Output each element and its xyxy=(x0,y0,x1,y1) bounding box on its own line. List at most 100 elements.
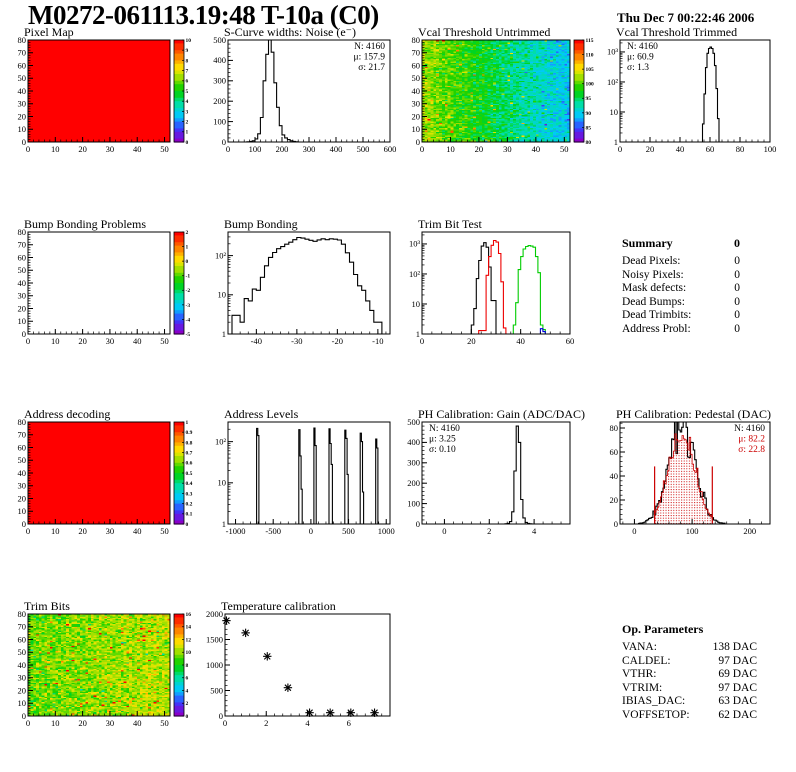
svg-text:30: 30 xyxy=(106,336,115,346)
svg-text:Trim Bit Test: Trim Bit Test xyxy=(418,218,483,231)
svg-text:60: 60 xyxy=(412,60,421,70)
svg-text:1: 1 xyxy=(614,137,618,147)
svg-text:2: 2 xyxy=(264,718,268,728)
svg-text:50: 50 xyxy=(560,144,569,154)
svg-text:20: 20 xyxy=(18,303,27,313)
svg-text:40: 40 xyxy=(18,86,27,96)
trim-bit-test-chart: Trim Bit Test 0 20 40 60 1 10 10² 10³ xyxy=(402,217,602,363)
svg-text:6: 6 xyxy=(186,676,189,682)
svg-text:70: 70 xyxy=(18,430,27,440)
svg-text:0: 0 xyxy=(632,526,636,536)
svg-text:20: 20 xyxy=(78,526,87,536)
svg-text:σ: 1.3: σ: 1.3 xyxy=(627,63,649,73)
svg-text:80: 80 xyxy=(18,227,27,237)
svg-text:μ: 3.25: μ: 3.25 xyxy=(429,435,456,445)
svg-text:200: 200 xyxy=(743,526,756,536)
svg-text:80: 80 xyxy=(18,417,27,427)
svg-text:20: 20 xyxy=(475,144,484,154)
svg-text:1: 1 xyxy=(186,130,189,136)
bump-bonding-panel: Bump Bonding -40 -30 -20 -10 1 10 10² xyxy=(200,217,400,368)
param-row: VTRIM: 97 DAC xyxy=(622,681,757,694)
svg-text:-2: -2 xyxy=(186,288,191,294)
svg-text:0.7: 0.7 xyxy=(186,451,193,457)
svg-text:0: 0 xyxy=(309,526,313,536)
svg-text:10: 10 xyxy=(51,336,60,346)
svg-text:1: 1 xyxy=(416,329,420,339)
param-row: Dead Bumps: 0 xyxy=(622,295,740,308)
svg-text:-1000: -1000 xyxy=(226,526,246,536)
svg-text:10: 10 xyxy=(186,650,192,656)
svg-text:40: 40 xyxy=(18,468,27,478)
address-decoding-chart: Address decoding 0 10 20 30 40 50 0 10 20 30 40 50 60… xyxy=(2,407,202,553)
svg-text:10²: 10² xyxy=(607,77,619,87)
svg-text:0: 0 xyxy=(442,526,446,536)
svg-text:8: 8 xyxy=(186,58,189,64)
svg-text:40: 40 xyxy=(516,336,525,346)
svg-text:1: 1 xyxy=(186,420,189,426)
summary-rows: Dead Pixels: 0 Noisy Pixels: 0 Mask defects:… xyxy=(622,255,740,336)
svg-text:40: 40 xyxy=(412,86,421,96)
svg-text:10: 10 xyxy=(18,316,27,326)
svg-text:10: 10 xyxy=(186,38,192,44)
svg-text:1: 1 xyxy=(222,329,226,339)
svg-text:30: 30 xyxy=(18,291,27,301)
svg-text:50: 50 xyxy=(18,455,27,465)
vcal-trimmed-chart: Vcal Threshold Trimmed 0 20 40 60 80 100 1 10 10²… xyxy=(600,25,796,171)
svg-text:0: 0 xyxy=(222,137,226,147)
svg-text:20: 20 xyxy=(18,111,27,121)
svg-text:40: 40 xyxy=(133,144,142,154)
svg-text:500: 500 xyxy=(213,35,226,45)
svg-text:10³: 10³ xyxy=(607,47,619,57)
summary-panel: Summary 0 Dead Pixels: 0 Noisy Pixels: 0 Mas… xyxy=(622,236,740,336)
svg-text:Bump Bonding Problems: Bump Bonding Problems xyxy=(24,218,146,231)
svg-text:10: 10 xyxy=(18,698,27,708)
svg-text:N: 4160: N: 4160 xyxy=(429,424,460,434)
svg-text:10: 10 xyxy=(18,506,27,516)
vcal-untrimmed-chart: Vcal Threshold Untrimmed 0 10 20 30 40 50 0 10 20… xyxy=(402,25,602,171)
svg-text:10²: 10² xyxy=(215,250,227,260)
svg-text:0: 0 xyxy=(26,336,30,346)
svg-text:0.3: 0.3 xyxy=(186,491,193,497)
svg-text:10: 10 xyxy=(412,124,421,134)
param-row: VTHR: 69 DAC xyxy=(622,668,757,680)
svg-text:100: 100 xyxy=(407,498,420,508)
svg-text:0.6: 0.6 xyxy=(186,461,193,467)
vcal-untrimmed-panel: Vcal Threshold Untrimmed 0 10 20 30 40 50 0 10 20… xyxy=(402,25,602,176)
svg-text:70: 70 xyxy=(18,48,27,58)
svg-text:0.4: 0.4 xyxy=(186,481,193,487)
svg-text:500: 500 xyxy=(407,417,420,427)
svg-text:-10: -10 xyxy=(372,336,383,346)
svg-text:σ: 0.10: σ: 0.10 xyxy=(429,445,456,455)
svg-text:0.1: 0.1 xyxy=(186,512,193,518)
svg-text:0: 0 xyxy=(416,137,420,147)
svg-text:70: 70 xyxy=(18,240,27,250)
svg-text:0: 0 xyxy=(22,711,26,721)
svg-text:100: 100 xyxy=(764,144,777,154)
svg-text:0: 0 xyxy=(618,144,622,154)
param-row: Dead Trimbits: 0 xyxy=(622,309,740,321)
param-row: Address Probl: 0 xyxy=(622,322,740,335)
bump-problems-panel: Bump Bonding Problems 0 10 20 30 40 50 0 10 20 30 4… xyxy=(2,217,202,368)
svg-text:500: 500 xyxy=(357,144,370,154)
svg-text:3: 3 xyxy=(186,109,189,115)
svg-text:30: 30 xyxy=(18,481,27,491)
svg-text:50: 50 xyxy=(160,144,169,154)
summary-total: 0 xyxy=(734,236,740,250)
svg-text:0: 0 xyxy=(26,526,30,536)
svg-text:100: 100 xyxy=(249,144,262,154)
param-row: IBIAS_DAC: 63 DAC xyxy=(622,695,757,707)
svg-text:10: 10 xyxy=(18,124,27,134)
bump-problems-chart: Bump Bonding Problems 0 10 20 30 40 50 0 10 20 30 4… xyxy=(2,217,202,363)
svg-text:σ: 21.7: σ: 21.7 xyxy=(358,63,385,73)
svg-text:16: 16 xyxy=(186,612,192,618)
temp-calibration-panel: Temperature calibration 0 2 4 6 0 500 1000 1500 2… xyxy=(200,599,400,750)
svg-text:0: 0 xyxy=(416,519,420,529)
svg-text:0.5: 0.5 xyxy=(186,471,193,477)
svg-text:60: 60 xyxy=(706,144,715,154)
summary-title-row: Summary 0 xyxy=(622,236,740,251)
svg-text:100: 100 xyxy=(586,82,595,88)
svg-text:σ: 22.8: σ: 22.8 xyxy=(738,445,765,455)
svg-text:Address decoding: Address decoding xyxy=(24,408,110,421)
svg-text:60: 60 xyxy=(610,447,619,457)
param-row: VOFFSETOP: 62 DAC xyxy=(622,708,757,721)
